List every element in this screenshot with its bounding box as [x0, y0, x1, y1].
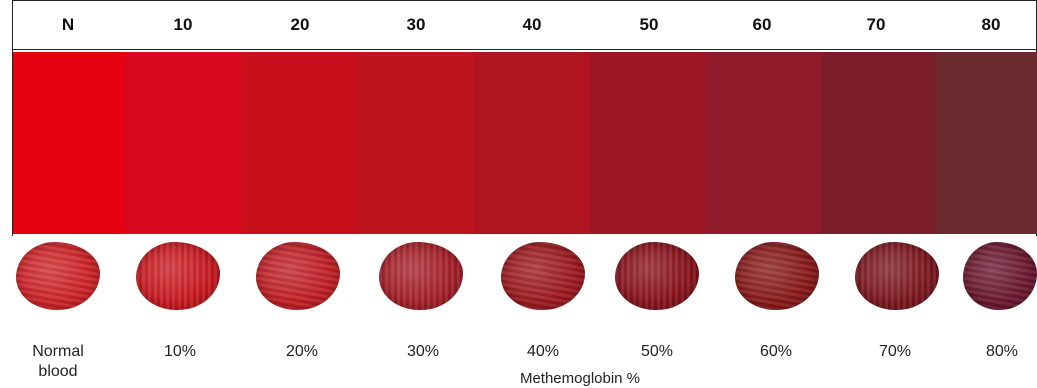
sample-caption: 70% [878, 343, 912, 360]
blood-sample-spot [256, 242, 340, 310]
color-swatch [125, 52, 241, 234]
methemoglobin-color-chart: N 10 20 30 40 50 60 70 80 [12, 0, 1037, 236]
sample-caption: 50% [640, 343, 674, 360]
sample-caption: 30% [406, 343, 440, 360]
blood-sample-spot [855, 242, 939, 310]
sample-caption: 20% [285, 343, 319, 360]
color-swatch [474, 52, 590, 234]
color-swatch [590, 52, 706, 234]
header-label: 10 [173, 15, 193, 34]
header-label: 60 [752, 15, 772, 34]
blood-sample-spot [379, 242, 463, 310]
blood-sample-spot [615, 242, 699, 310]
blood-sample-spot [501, 242, 585, 310]
header-label: 50 [639, 15, 659, 34]
axis-title: Methemoglobin % [519, 370, 641, 387]
color-swatch [13, 52, 125, 234]
header-label: 20 [290, 15, 310, 34]
color-swatch [358, 52, 474, 234]
blood-samples-row [0, 236, 1037, 316]
color-swatch [706, 52, 822, 234]
header-label: 30 [406, 15, 426, 34]
color-swatch [241, 52, 358, 234]
header-label: 80 [981, 15, 1001, 34]
color-swatch [936, 52, 1037, 234]
sample-caption: Normal blood [32, 343, 84, 380]
blood-sample-spot [16, 242, 100, 310]
sample-caption: 40% [526, 343, 560, 360]
color-swatch [822, 52, 936, 234]
header-label: N [61, 15, 75, 34]
sample-caption: 80% [985, 343, 1019, 360]
blood-sample-spot [963, 242, 1037, 310]
header-label: 40 [522, 15, 542, 34]
header-label: 70 [866, 15, 886, 34]
header-row: N 10 20 30 40 50 60 70 80 [13, 0, 1036, 50]
sample-caption: 60% [759, 343, 793, 360]
blood-sample-spot [136, 242, 220, 310]
sample-caption: 10% [163, 343, 197, 360]
blood-sample-spot [735, 242, 819, 310]
